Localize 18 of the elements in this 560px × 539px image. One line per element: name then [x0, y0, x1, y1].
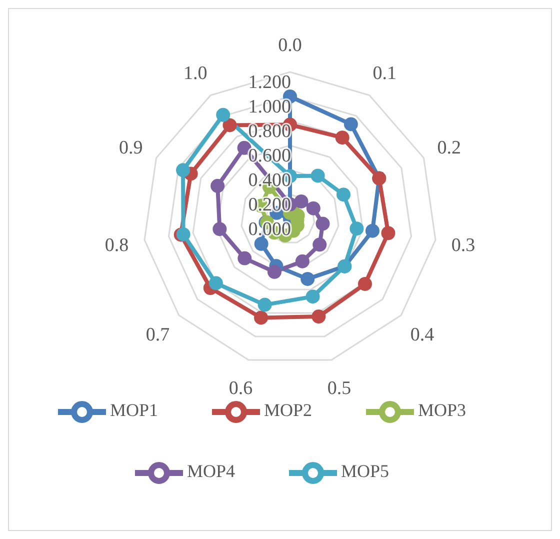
spoke-label: 0.7	[146, 324, 170, 346]
spoke-label: 0.3	[451, 234, 476, 256]
spoke-label: 0.2	[437, 137, 462, 158]
spoke-label: 0.5	[327, 378, 352, 399]
legend-label: MOP4	[187, 461, 236, 483]
spoke-label: 1.0	[184, 62, 208, 84]
legend-label: MOP5	[341, 461, 390, 483]
spoke-label: 0.8	[104, 234, 129, 256]
y-tick-label: 0.200	[248, 194, 291, 216]
legend-label: MOP1	[110, 400, 160, 422]
legend-label: MOP2	[264, 400, 314, 422]
spoke-label: 0.6	[228, 378, 253, 399]
legend-label: MOP3	[418, 400, 468, 422]
spoke-label: 0.9	[118, 137, 143, 158]
spoke-label: 0.0	[278, 35, 302, 56]
spoke-label: 0.1	[372, 62, 396, 84]
y-tick-label: 1.200	[248, 72, 291, 93]
spoke-label: 0.4	[410, 324, 435, 346]
